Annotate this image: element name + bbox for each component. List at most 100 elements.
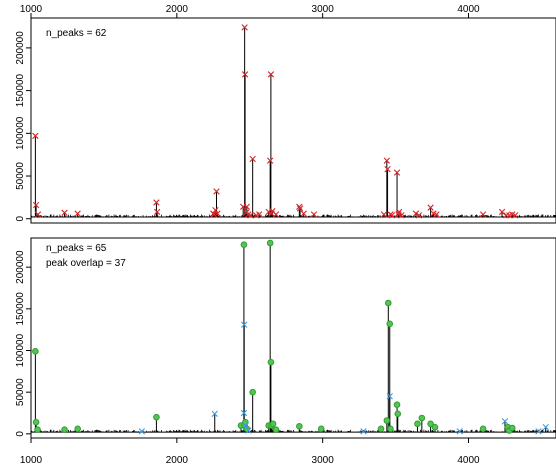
y-tick-label: 150000	[15, 73, 26, 107]
y-tick-label: 200000	[15, 31, 26, 65]
y-tick-label: 50000	[15, 162, 26, 190]
detected-peak-point	[32, 132, 39, 140]
matched-peak-point	[240, 241, 248, 248]
matched-peak-point	[508, 424, 516, 432]
y-tick-label: 0	[15, 216, 26, 222]
y-tick-label: 100000	[15, 333, 26, 367]
unmatched-peak-point	[542, 423, 549, 431]
matched-peak-point	[387, 425, 394, 433]
x-tick-label: 2000	[166, 455, 189, 466]
matched-peak-point	[479, 425, 487, 433]
unmatched-peak-point	[138, 428, 146, 435]
unmatched-peak-point	[241, 321, 248, 328]
detected-peak-point	[153, 199, 160, 206]
matched-peak-point	[272, 426, 280, 433]
top-peaks-annotation: n_peaks = 62	[46, 28, 107, 39]
detected-peak-point	[212, 206, 219, 214]
bottom-spectrum-trace	[30, 243, 556, 433]
unmatched-peak-point	[242, 422, 249, 429]
detected-peak-point	[247, 212, 254, 219]
detected-peak-point	[511, 212, 519, 219]
detected-peak-point	[300, 210, 307, 217]
detected-peak-point	[34, 211, 42, 218]
detected-peak-point	[398, 212, 405, 219]
bottom-spectrum-panel: n_peaks = 65 peak overlap = 37 1000 2000 3…	[15, 237, 556, 466]
matched-peak-point	[34, 426, 41, 433]
x-tick-label: 4000	[457, 4, 480, 15]
detected-peak-point	[74, 210, 81, 217]
matched-peak-point	[249, 388, 256, 396]
detected-peak-point	[241, 24, 248, 31]
detected-peak-point	[256, 211, 263, 218]
y-tick-label: 100000	[15, 116, 26, 150]
x-tick-label: 3000	[312, 4, 335, 15]
detected-peak-point	[383, 157, 391, 164]
detected-peak-point	[388, 212, 396, 219]
bottom-overlap-annotation: peak overlap = 37	[46, 258, 126, 269]
detected-peak-point	[266, 157, 274, 164]
top-spectrum-panel: n_peaks = 62 1000 2000 3000 4000 0 50000 1000…	[15, 4, 556, 224]
matched-peak-point	[74, 425, 81, 433]
top-x-axis: 1000 2000 3000 4000	[20, 4, 480, 18]
unmatched-peak-point	[211, 410, 218, 418]
unmatched-peak-point	[501, 418, 509, 425]
detected-peak-point	[296, 203, 303, 210]
matched-peak-point	[427, 420, 434, 428]
matched-peak-point	[393, 401, 401, 408]
matched-peak-point	[269, 420, 277, 428]
unmatched-peak-point	[456, 428, 463, 435]
detected-peak-point	[479, 211, 487, 218]
unmatched-peak-point	[240, 409, 248, 417]
detected-peak-point	[498, 208, 506, 216]
unmatched-peak-point	[386, 393, 393, 400]
matched-peak-point	[296, 423, 303, 430]
y-tick-label: 50000	[15, 378, 26, 406]
detected-peak-point	[153, 208, 161, 216]
detected-peak-point	[427, 204, 434, 211]
y-tick-label: 150000	[15, 292, 26, 326]
detected-peak-point	[415, 212, 423, 219]
detected-peak-point	[213, 188, 220, 195]
detected-peak-point	[241, 71, 249, 78]
matched-peak-point	[377, 425, 385, 433]
matched-peak-point	[32, 418, 40, 426]
top-y-axis: 0 50000 100000 150000 200000	[15, 31, 31, 222]
detected-peak-point	[396, 208, 403, 216]
top-panel-frame	[30, 17, 556, 224]
matched-peak-point	[61, 426, 68, 433]
bottom-y-axis: 0 50000 100000 150000 200000	[15, 250, 31, 437]
matched-peak-point	[418, 414, 426, 422]
matched-peak-point	[383, 417, 391, 424]
matched-peak-point	[414, 420, 421, 428]
detected-peak-point	[433, 211, 440, 218]
detected-peak-point	[393, 169, 401, 176]
matched-peak-point	[32, 348, 39, 355]
matched-peak-point	[317, 425, 325, 433]
detected-peak-point	[243, 203, 251, 210]
detected-peak-point	[380, 211, 388, 218]
x-tick-label: 4000	[457, 455, 480, 466]
detected-peak-point	[384, 165, 391, 173]
bottom-peak-markers	[32, 239, 549, 435]
y-tick-label: 200000	[15, 250, 26, 284]
detected-peak-point	[249, 155, 256, 163]
matched-peak-point	[153, 413, 160, 421]
detected-peak-point	[214, 210, 221, 217]
x-tick-label: 1000	[20, 455, 43, 466]
matched-peak-point	[394, 410, 402, 418]
detected-peak-point	[32, 201, 40, 209]
bottom-x-axis: 1000 2000 3000 4000	[20, 438, 480, 466]
detected-peak-point	[310, 211, 318, 218]
detected-peak-point	[503, 212, 510, 219]
x-tick-label: 1000	[20, 4, 43, 15]
unmatched-peak-point	[535, 428, 542, 435]
matched-peak-point	[266, 239, 274, 247]
bottom-panel-frame	[30, 237, 556, 439]
detected-peak-point	[272, 211, 280, 218]
y-tick-label: 0	[15, 431, 26, 437]
x-tick-label: 3000	[312, 455, 335, 466]
matched-peak-point	[384, 299, 392, 307]
unmatched-peak-point	[360, 428, 367, 435]
detected-peak-point	[296, 205, 304, 212]
top-spectrum-trace	[30, 27, 556, 218]
